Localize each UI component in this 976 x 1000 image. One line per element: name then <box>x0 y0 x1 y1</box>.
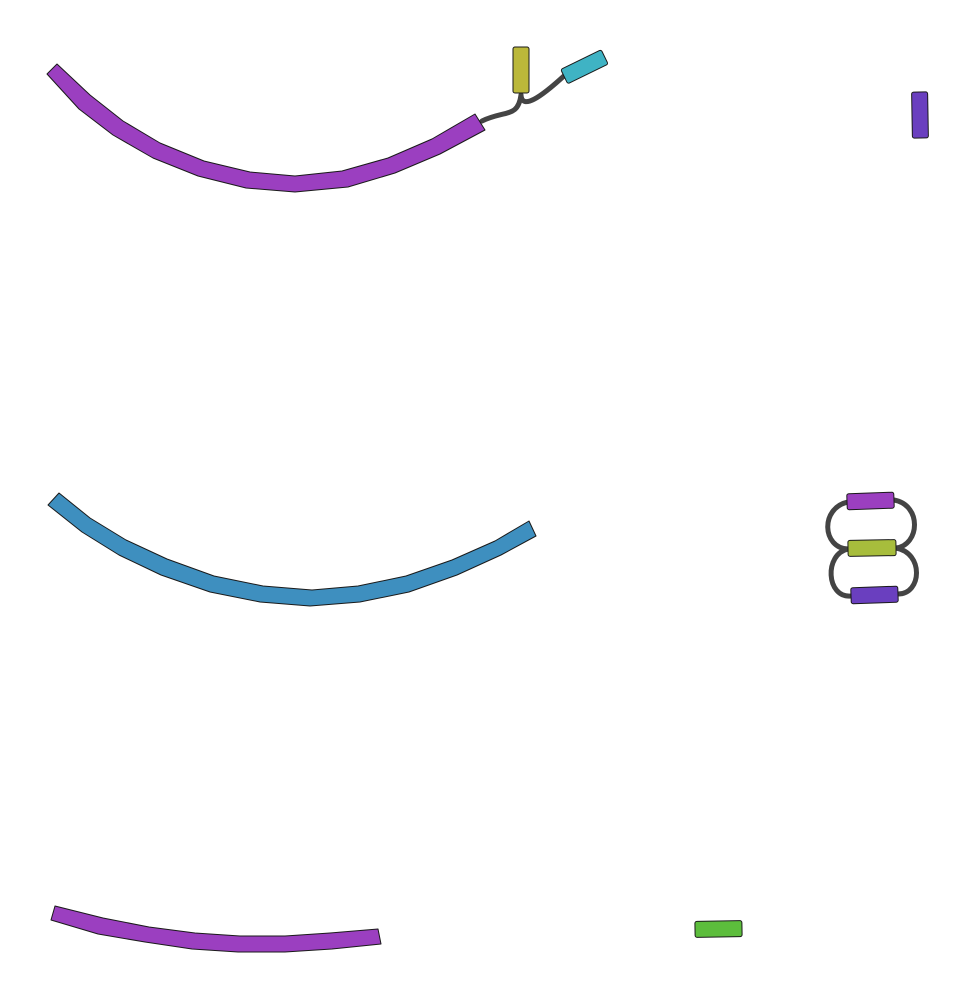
edge-loop-left-lower <box>828 546 854 599</box>
segment-magenta-loop-top[interactable] <box>846 491 895 511</box>
edge-purple-arc-to-olive <box>479 92 524 124</box>
segment-purple-arc-top[interactable] <box>46 63 486 193</box>
segment-lime-loop-middle[interactable] <box>847 539 897 557</box>
segments <box>46 46 929 953</box>
edges <box>479 72 919 599</box>
segment-indigo-loop-bottom[interactable] <box>850 585 899 605</box>
edge-loop-right-upper <box>891 497 917 551</box>
segment-purple-arc-bottom[interactable] <box>50 905 382 953</box>
edge-loop-right-lower <box>893 545 919 597</box>
edge-olive-to-cyan <box>518 72 568 105</box>
segment-green-bottom[interactable] <box>694 920 743 938</box>
segment-cyan-top[interactable] <box>560 49 609 84</box>
segment-blue-arc-middle[interactable] <box>47 492 537 607</box>
segment-olive-top[interactable] <box>512 46 530 94</box>
edge-loop-left-upper <box>825 499 851 552</box>
segment-indigo-top-right[interactable] <box>911 91 929 139</box>
